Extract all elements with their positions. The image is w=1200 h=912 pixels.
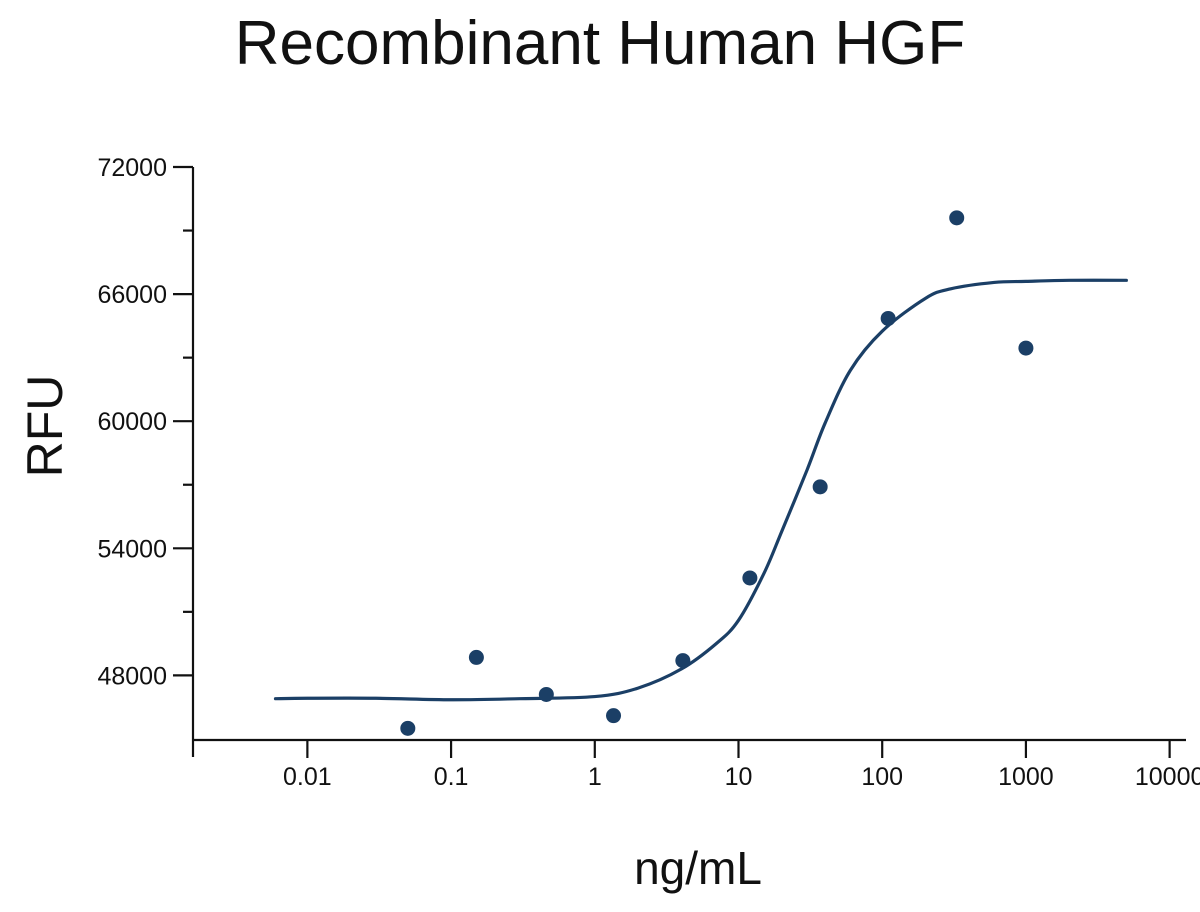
y-tick-label: 48000 [97,662,167,690]
x-tick-label: 10 [725,763,753,791]
data-point [742,570,758,586]
data-point [1018,340,1034,356]
data-point [468,649,484,665]
x-tick-label: 10000 [1135,763,1200,791]
x-tick-label: 0.01 [283,763,332,791]
data-point [400,720,416,736]
x-tick-label: 100 [861,763,903,791]
y-tick-label: 66000 [97,281,167,309]
y-tick-label: 60000 [97,408,167,436]
x-axis-ticks: 0.01 0.1 1 10 100 1000 10000 [283,740,1200,791]
chart-title: Recombinant Human HGF [235,9,966,78]
data-point [949,210,965,226]
data-point [606,708,622,724]
data-points-layer [400,210,1034,736]
data-point [675,653,691,669]
y-axis-label: RFU [17,375,73,478]
x-tick-label: 1 [588,763,602,791]
fit-curve-layer [273,278,1128,702]
x-tick-label: 0.1 [434,763,469,791]
y-axis-ticks: 48000 54000 60000 66000 72000 [97,154,193,690]
data-point [538,686,554,702]
x-tick-label: 1000 [998,763,1054,791]
axes [191,167,1186,757]
fit-curve [273,278,1128,702]
y-tick-label: 54000 [97,535,167,563]
y-tick-label: 72000 [97,154,167,182]
data-point [812,479,828,495]
data-point [880,310,896,326]
x-axis-label: ng/mL [634,842,762,894]
